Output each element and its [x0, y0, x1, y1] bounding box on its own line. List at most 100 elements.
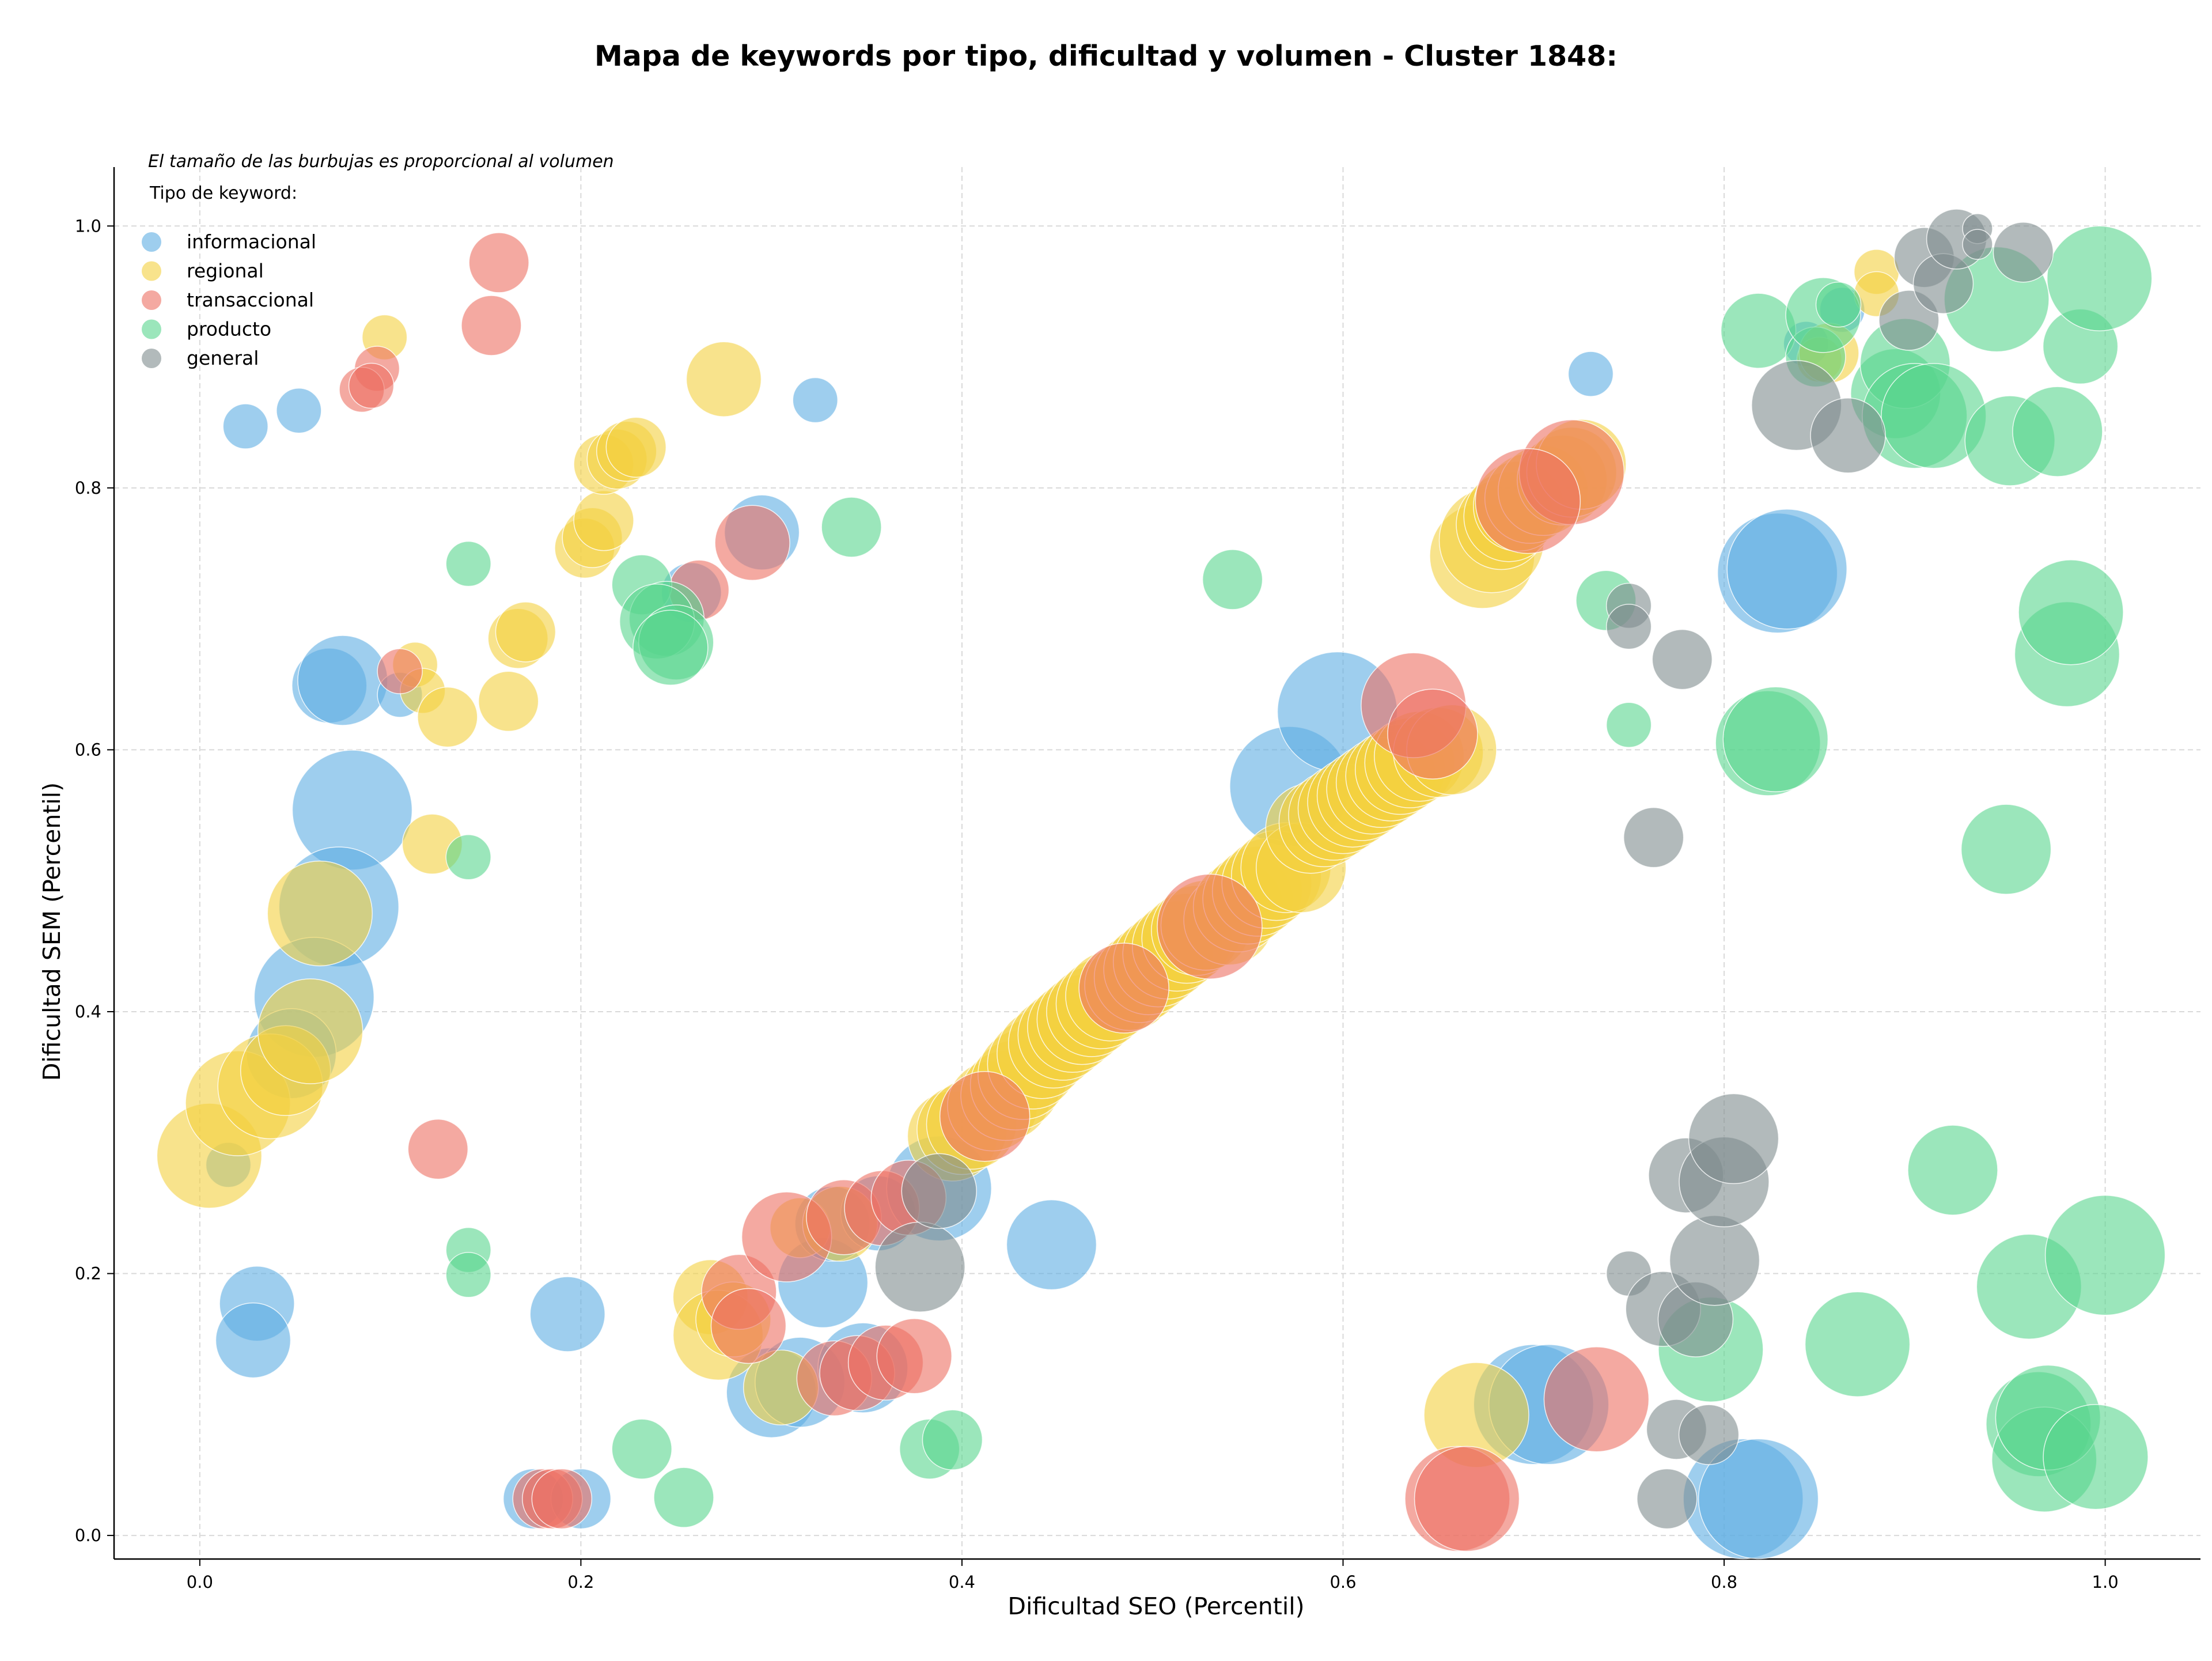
data-points: [156, 209, 2166, 1560]
data-point-general: [1623, 807, 1684, 868]
x-tick-label: 0.6: [1330, 1572, 1356, 1592]
data-point-general: [1652, 629, 1713, 690]
data-point-informacional: [1006, 1199, 1097, 1291]
y-tick-label: 0.0: [75, 1526, 101, 1545]
data-point-regional: [573, 490, 634, 551]
data-point-producto: [445, 834, 491, 880]
x-tick-label: 0.0: [187, 1572, 213, 1592]
data-point-producto: [1722, 686, 1829, 792]
data-point-producto: [1202, 549, 1263, 610]
data-point-informacional: [1726, 509, 1847, 630]
data-point-transaccional: [710, 1288, 787, 1364]
legend-note: El tamaño de las burbujas es proporciona…: [148, 152, 614, 172]
data-point-transaccional: [1387, 688, 1478, 780]
data-point-informacional: [297, 635, 388, 726]
x-tick-label: 0.8: [1711, 1572, 1737, 1592]
x-tick-label: 0.4: [949, 1572, 975, 1592]
y-tick-label: 0.2: [75, 1264, 101, 1284]
data-point-transaccional: [461, 295, 522, 356]
y-axis-label: Dificultad SEM (Percentil): [38, 782, 66, 1081]
data-point-general: [1962, 229, 1993, 260]
data-point-producto: [1605, 702, 1652, 748]
y-tick-label: 0.6: [75, 740, 101, 759]
x-axis-label: Dificultad SEO (Percentil): [1007, 1592, 1304, 1620]
legend-marker-producto: [142, 319, 161, 339]
data-point-general: [1688, 1093, 1779, 1185]
legend-item-transaccional: transaccional: [142, 289, 314, 311]
series-producto: [445, 225, 2166, 1528]
legend-item-general: general: [142, 347, 259, 369]
data-point-general: [1605, 604, 1652, 650]
data-point-producto: [1720, 293, 1797, 369]
data-point-producto: [2044, 1194, 2166, 1316]
data-point-regional: [605, 417, 667, 478]
data-point-transaccional: [876, 1318, 953, 1394]
data-point-producto: [2012, 386, 2103, 477]
legend-label-producto: producto: [187, 318, 271, 340]
y-tick-label: 0.8: [75, 478, 101, 498]
data-point-informacional: [1698, 1438, 1819, 1560]
data-point-general: [1637, 1468, 1698, 1530]
data-point-transaccional: [407, 1118, 469, 1180]
legend-marker-transaccional: [142, 290, 161, 310]
data-point-producto: [611, 1418, 673, 1480]
legend-label-regional: regional: [187, 260, 264, 282]
series-transaccional: [339, 232, 1650, 1552]
data-point-producto: [922, 1409, 983, 1470]
data-point-transaccional: [377, 648, 423, 694]
legend-label-general: general: [187, 347, 259, 369]
data-point-transaccional: [1475, 448, 1581, 554]
data-point-general: [1669, 1215, 1760, 1306]
data-point-producto: [2046, 225, 2153, 331]
legend-item-informacional: informacional: [142, 230, 316, 253]
data-point-producto: [821, 497, 882, 558]
data-point-producto: [1960, 804, 2052, 895]
y-tick-label: 0.4: [75, 1002, 101, 1021]
data-point-transaccional: [468, 232, 529, 293]
data-point-transaccional: [939, 1071, 1031, 1162]
data-point-producto: [445, 1252, 491, 1298]
data-point-transaccional: [1414, 1446, 1520, 1552]
legend-marker-regional: [142, 261, 161, 281]
data-point-transaccional: [348, 362, 395, 409]
data-point-producto: [2043, 1403, 2149, 1510]
legend: El tamaño de las burbujas es proporciona…: [142, 152, 614, 369]
data-point-informacional: [222, 403, 268, 449]
data-point-general: [1678, 1404, 1740, 1465]
data-point-transaccional: [714, 505, 790, 581]
series-general: [874, 209, 2054, 1530]
data-point-transaccional: [1078, 943, 1169, 1034]
legend-label-transaccional: transaccional: [187, 289, 314, 311]
data-point-informacional: [529, 1276, 605, 1352]
data-point-general: [901, 1153, 978, 1229]
data-point-informacional: [215, 1302, 291, 1379]
data-point-informacional: [792, 377, 839, 423]
data-point-producto: [1804, 1291, 1911, 1398]
y-tick-label: 1.0: [75, 216, 101, 236]
x-tick-label: 1.0: [2092, 1572, 2119, 1592]
chart-title: Mapa de keywords por tipo, dificultad y …: [594, 40, 1618, 73]
legend-item-regional: regional: [142, 260, 264, 282]
axes: [113, 167, 2200, 1560]
data-point-informacional: [1567, 351, 1614, 397]
data-point-regional: [495, 601, 556, 663]
tick-labels: 0.0 0.2 0.4 0.6 0.8 1.0 0.0 0.2 0.4 0.6 0.8 1.0: [75, 216, 2119, 1592]
legend-item-producto: producto: [142, 318, 271, 340]
data-point-regional: [478, 671, 539, 732]
data-point-informacional: [276, 387, 322, 434]
data-point-general: [1810, 398, 1886, 474]
data-point-regional: [685, 341, 762, 417]
data-point-producto: [1907, 1125, 1998, 1216]
legend-title: Tipo de keyword:: [149, 183, 297, 203]
data-point-general: [1993, 221, 2054, 283]
legend-marker-informacional: [142, 232, 161, 252]
data-point-regional: [267, 860, 373, 967]
data-point-producto: [653, 1467, 714, 1528]
data-point-producto: [1815, 281, 1862, 328]
data-point-transaccional: [1543, 1346, 1650, 1452]
data-point-regional: [257, 978, 363, 1084]
data-point-general: [874, 1221, 965, 1312]
data-point-transaccional: [531, 1468, 593, 1530]
